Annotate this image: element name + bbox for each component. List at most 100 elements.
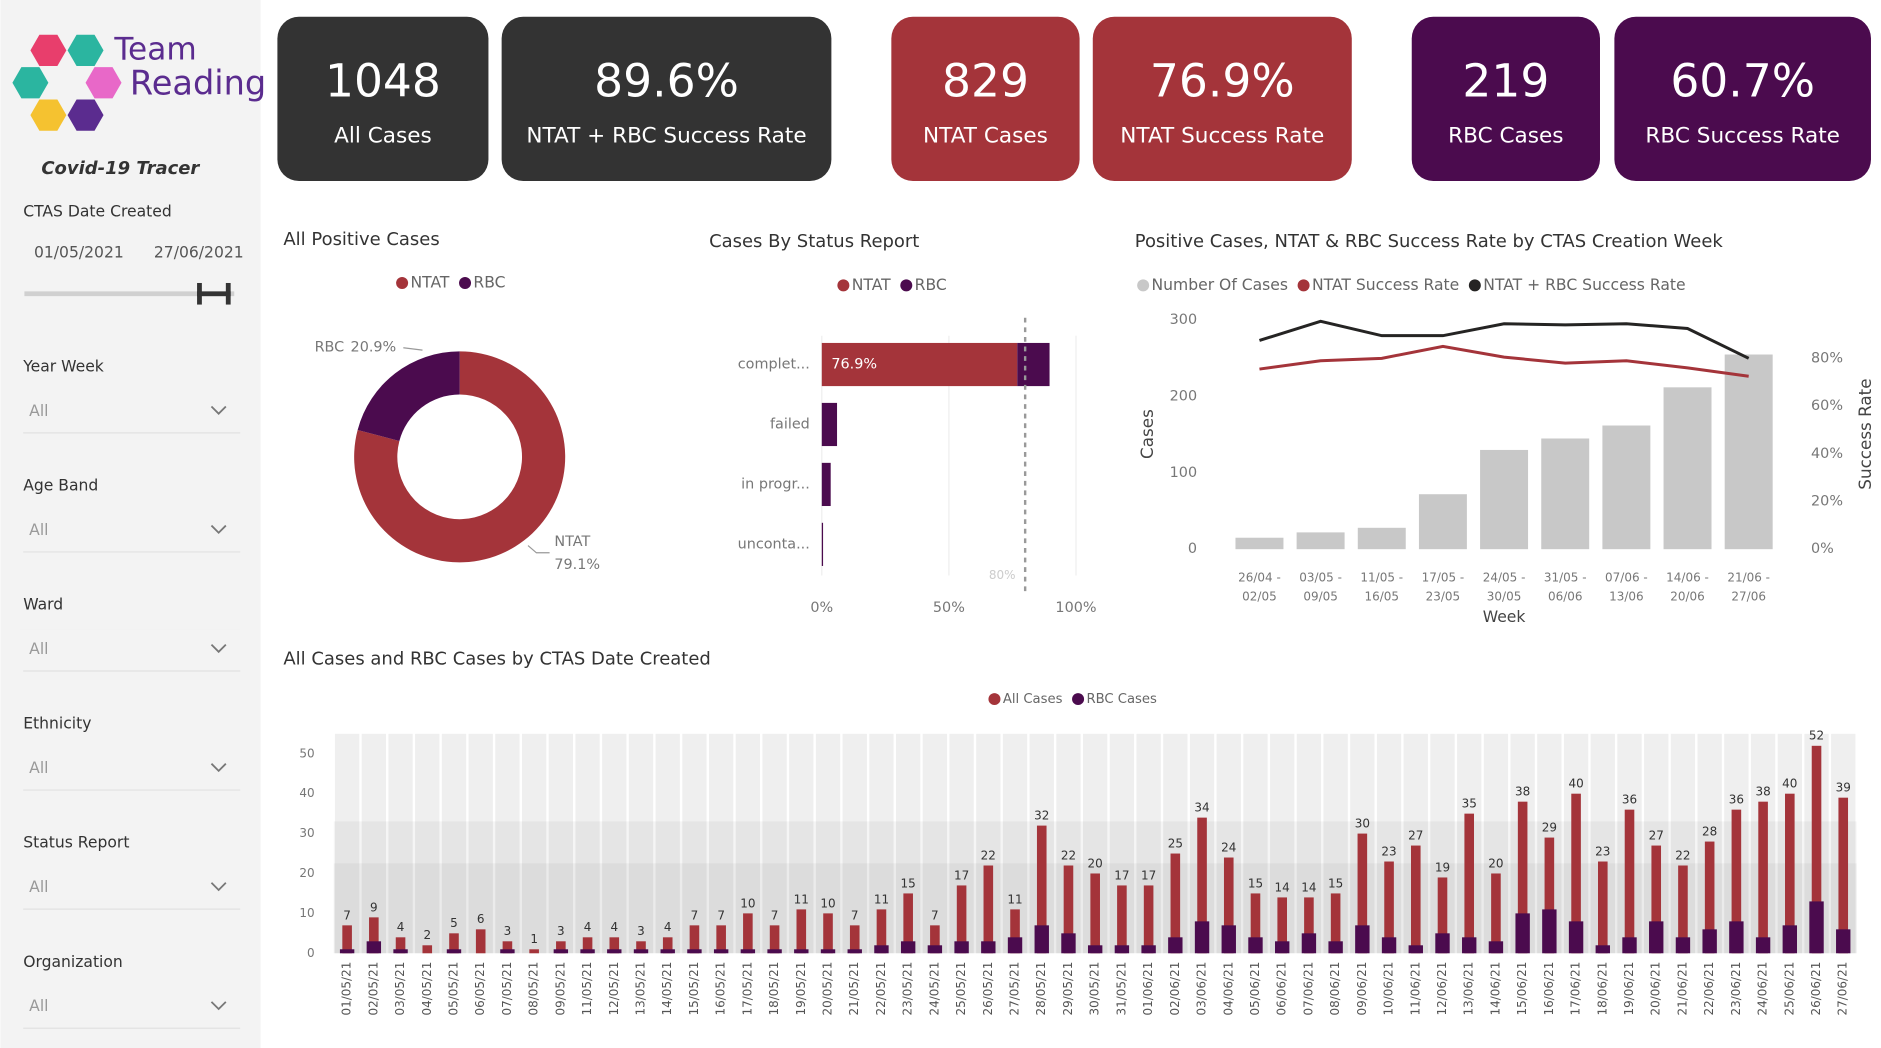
x-axis-title: Week: [1483, 608, 1526, 626]
x-tick-label: 50%: [933, 600, 965, 616]
bar: [1170, 853, 1181, 954]
bar: [1357, 527, 1406, 550]
slicer-dropdown[interactable]: [19, 629, 241, 668]
x-tick-label: 07/05/21: [500, 962, 514, 1016]
slicer-dropdown[interactable]: [19, 748, 241, 787]
slice-category: RBC: [315, 340, 345, 356]
y-tick-label: failed: [770, 416, 810, 432]
bar: [1328, 941, 1343, 954]
data-label: 7: [931, 908, 939, 922]
bar: [1491, 873, 1501, 954]
x-tick-label: 13/05/21: [634, 962, 648, 1016]
bar: [395, 937, 406, 954]
slider-handle[interactable]: [225, 282, 231, 305]
bar: [475, 929, 486, 954]
band-bg: [628, 733, 654, 954]
band-bg: [922, 733, 948, 954]
kpi-value: 60.7%: [1670, 54, 1815, 107]
x-tick-label: 30/05/21: [1088, 962, 1102, 1016]
bar: [1304, 897, 1314, 954]
x-tick-label: 26/04 -: [1238, 570, 1281, 584]
x-tick-label: 01/06/21: [1141, 962, 1155, 1016]
x-tick-label: 28/05/21: [1034, 962, 1048, 1016]
data-label: 1: [530, 932, 538, 946]
y2-tick-label: 60%: [1811, 398, 1843, 414]
bar: [1651, 845, 1662, 954]
slicer-dropdown[interactable]: [19, 986, 241, 1025]
data-label: 22: [1675, 848, 1690, 862]
bar: [1296, 532, 1345, 550]
slicer-value: All: [29, 759, 48, 777]
bar: [1330, 893, 1341, 954]
leader: [403, 347, 423, 351]
y2-tick-label: 0%: [1811, 541, 1834, 557]
slicer-value: All: [29, 521, 48, 539]
bar: [767, 949, 782, 954]
bar: [1678, 865, 1688, 954]
x-tick-label: 20/06/21: [1649, 962, 1663, 1016]
x-tick-label: 100%: [1055, 600, 1096, 616]
y-tick-label: complet...: [738, 357, 810, 373]
band-bg: [682, 733, 707, 954]
data-label: 23: [1381, 844, 1396, 858]
bar: [339, 949, 355, 954]
x-tick-label: 09/05: [1303, 590, 1338, 604]
bar: [1143, 885, 1154, 954]
bar: [369, 917, 379, 954]
bar: [1602, 425, 1651, 550]
band-bg: [575, 733, 600, 954]
kpi-label: RBC Success Rate: [1645, 124, 1840, 149]
data-label: 4: [664, 920, 672, 934]
bar: [1117, 885, 1127, 954]
data-label: 11: [1007, 892, 1022, 906]
kpi-label: NTAT Success Rate: [1120, 124, 1324, 149]
data-label: 29: [1542, 820, 1557, 834]
bar: [821, 522, 824, 566]
bar: [769, 925, 780, 954]
kpi-card: [891, 16, 1080, 182]
slicer-dropdown[interactable]: [19, 509, 241, 549]
bar: [633, 949, 649, 954]
data-label: 38: [1515, 785, 1530, 799]
x-tick-label: 27/05/21: [1008, 962, 1022, 1016]
legend-label: NTAT + RBC Success Rate: [1483, 276, 1685, 294]
bar: [796, 909, 807, 954]
bar: [1235, 537, 1284, 550]
kpi-card: [1092, 16, 1352, 182]
bar: [1702, 929, 1717, 954]
x-tick-label: 02/06/21: [1168, 962, 1182, 1016]
data-label: 36: [1729, 793, 1744, 807]
bar: [1141, 945, 1156, 954]
bar: [1408, 945, 1423, 954]
slicer-dropdown[interactable]: [19, 867, 241, 906]
x-tick-label: 31/05 -: [1544, 570, 1587, 584]
x-tick-label: 23/05/21: [901, 962, 915, 1016]
y-tick-label: 0: [307, 946, 315, 960]
x-tick-label: 26/06/21: [1809, 962, 1823, 1016]
bar: [1724, 354, 1773, 550]
chevron: [210, 524, 227, 535]
bar: [1517, 801, 1528, 954]
legend-marker: [396, 276, 409, 289]
date-from: 01/05/2021: [34, 244, 124, 262]
y-tick-label: 20: [299, 866, 314, 880]
slicer-dropdown[interactable]: [19, 390, 241, 430]
bar: [1663, 387, 1712, 550]
x-tick-label: 16/05/21: [714, 962, 728, 1016]
band-bg: [521, 733, 547, 954]
data-label: 34: [1194, 801, 1209, 815]
bar: [1221, 925, 1236, 954]
legend-label: Number Of Cases: [1152, 276, 1288, 294]
bar: [449, 933, 459, 954]
data-label: 7: [717, 908, 725, 922]
slicer-label: Organization: [23, 953, 123, 971]
slicer-label: Ward: [23, 596, 63, 614]
bar: [1785, 793, 1795, 954]
x-tick-label: 03/05/21: [393, 962, 407, 1016]
bar: [983, 865, 994, 954]
logo: Team Reading: [12, 31, 266, 131]
data-label: 76.9%: [831, 357, 877, 373]
bar: [1381, 937, 1397, 954]
bar: [1275, 941, 1290, 954]
